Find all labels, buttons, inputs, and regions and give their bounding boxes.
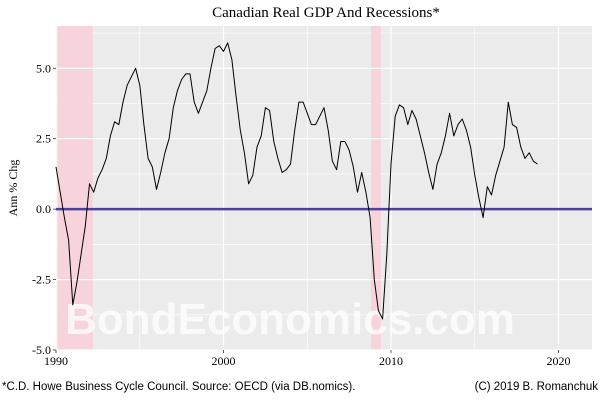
recession-bands xyxy=(57,26,381,350)
y-tick-label: -5.0 xyxy=(32,343,51,357)
x-tick-label: 1990 xyxy=(44,354,68,368)
recession-band xyxy=(370,26,381,350)
plot-panel xyxy=(56,26,592,350)
x-axis-ticks: 1990 2000 2010 2020 xyxy=(44,350,571,368)
y-axis-label: Ann % Chg xyxy=(6,160,20,217)
footer-copyright: (C) 2019 B. Romanchuk xyxy=(475,381,599,393)
y-axis-ticks: -5.0 -2.5 0.0 2.5 5.0 xyxy=(32,61,56,357)
minor-gridlines xyxy=(56,26,592,350)
x-tick-label: 2020 xyxy=(547,354,571,368)
y-tick-label: 2.5 xyxy=(36,132,51,146)
x-tick-label: 2000 xyxy=(212,354,236,368)
y-tick-label: -2.5 xyxy=(32,273,51,287)
footer-source-note: *C.D. Howe Business Cycle Council. Sourc… xyxy=(2,381,355,393)
x-tick-label: 2010 xyxy=(379,354,403,368)
y-tick-label: 0.0 xyxy=(36,202,51,216)
gdp-growth-line xyxy=(55,42,538,320)
recession-band xyxy=(57,26,93,350)
watermark-text: BondEconomics.com xyxy=(65,295,515,344)
y-tick-label: 5.0 xyxy=(36,61,51,75)
chart-title: Canadian Real GDP And Recessions* xyxy=(212,5,440,21)
